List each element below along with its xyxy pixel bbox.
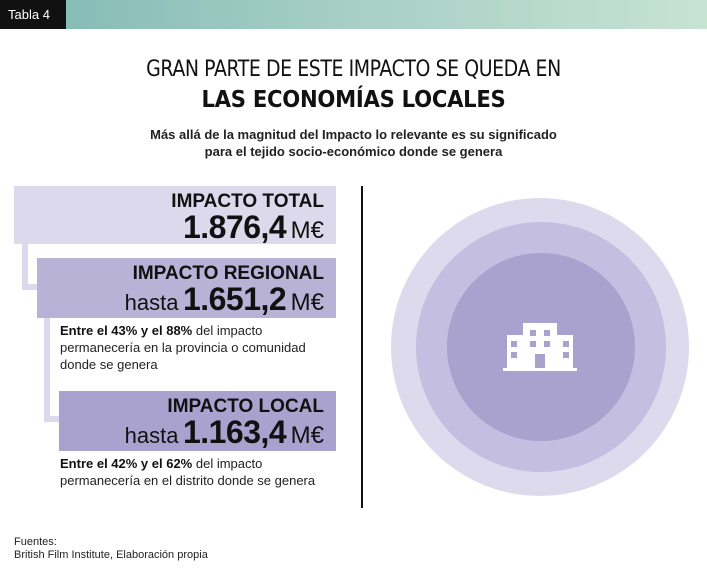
title-line-1: GRAN PARTE DE ESTE IMPACTO SE QUEDA EN xyxy=(146,57,561,82)
impact-local-box: IMPACTO LOCAL hasta 1.163,4 M€ xyxy=(59,391,336,451)
connector-line xyxy=(22,244,28,290)
subtitle-line-1: Más allá de la magnitud del Impacto lo r… xyxy=(150,127,557,142)
connector-line xyxy=(44,416,60,422)
impact-local-note: Entre el 42% y el 62% del impacto perman… xyxy=(60,455,320,489)
impact-local-value-row: hasta 1.163,4 M€ xyxy=(59,414,324,454)
impact-regional-note: Entre el 43% y el 88% del impacto perman… xyxy=(60,322,310,373)
connector-line xyxy=(44,318,50,422)
impact-local-unit: M€ xyxy=(290,422,324,449)
sources-text: British Film Institute, Elaboración prop… xyxy=(14,549,208,561)
impact-regional-value-row: hasta 1.651,2 M€ xyxy=(37,281,324,321)
impact-total-unit: M€ xyxy=(290,217,324,244)
impact-regional-note-text: del impacto permanecería en la provincia… xyxy=(60,323,306,372)
connector-line xyxy=(22,284,38,290)
impact-local-note-text: del impacto permanecería en el distrito … xyxy=(60,456,316,488)
impact-total-label: IMPACTO TOTAL xyxy=(171,191,324,212)
title-line-2: LAS ECONOMÍAS LOCALES xyxy=(201,87,506,113)
header-gradient-bar xyxy=(0,0,707,29)
impact-local-prefix: hasta xyxy=(124,423,179,448)
subtitle-line-2: para el tejido socio-económico donde se … xyxy=(204,144,503,159)
impact-regional-label: IMPACTO REGIONAL xyxy=(132,263,324,284)
table-tag: Tabla 4 xyxy=(0,0,66,29)
impact-total-value: 1.876,4 xyxy=(182,209,287,245)
building-icon xyxy=(503,323,577,371)
impact-regional-box: IMPACTO REGIONAL hasta 1.651,2 M€ xyxy=(37,258,336,318)
subtitle: Más allá de la magnitud del Impacto lo r… xyxy=(110,126,597,160)
impact-regional-note-bold: Entre el 43% y el 88% xyxy=(60,323,193,338)
impact-regional-value: 1.651,2 xyxy=(182,281,287,317)
sources: Fuentes: British Film Institute, Elabora… xyxy=(14,536,208,562)
impact-regional-prefix: hasta xyxy=(124,290,179,315)
impact-total-value-row: 1.876,4 M€ xyxy=(14,209,324,249)
impact-local-label: IMPACTO LOCAL xyxy=(167,396,324,417)
impact-local-note-bold: Entre el 42% y el 62% xyxy=(60,456,193,471)
sources-label: Fuentes: xyxy=(14,536,57,548)
impact-local-value: 1.163,4 xyxy=(182,414,287,450)
impact-total-box: IMPACTO TOTAL 1.876,4 M€ xyxy=(14,186,336,244)
vertical-divider xyxy=(361,186,363,508)
impact-regional-unit: M€ xyxy=(290,289,324,316)
